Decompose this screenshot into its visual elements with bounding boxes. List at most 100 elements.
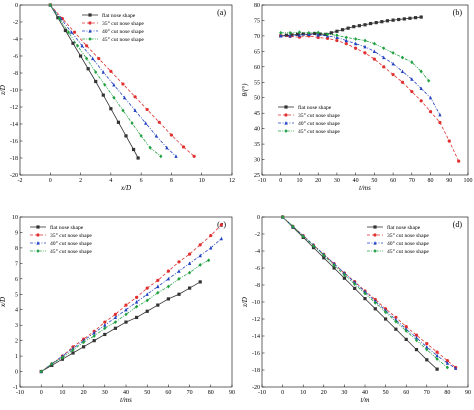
y-tick-label: 65 [254,49,260,55]
data-point [156,303,160,307]
data-point [410,89,414,94]
data-point [109,69,113,73]
data-point [372,57,376,61]
data-point [344,38,348,43]
series-line [40,259,209,372]
x-tick-label: -2 [18,178,23,184]
series-45-cut-nose-shape [39,258,211,374]
data-point [325,32,330,37]
data-point [397,17,401,22]
y-tick-label: -12 [252,317,260,323]
data-point [344,35,348,40]
y-tick-label: -16 [10,139,18,145]
data-point [427,78,431,83]
data-point [391,51,395,55]
x-tick-label: 20 [321,390,327,396]
data-point [373,307,377,311]
data-point [57,16,61,21]
data-point [410,77,414,81]
legend-entry: 45° cut nose shape [298,128,340,135]
series-line [282,216,456,368]
data-point [145,107,149,112]
data-point [373,300,377,305]
data-point [121,82,125,86]
legend-entry: 40° cut nose shape [50,240,92,247]
legend-entry: 40° cut nose shape [298,120,340,127]
x-tick-label: 70 [424,390,430,396]
x-tick-label: 30 [102,390,108,396]
legend-entry: flat nose shape [102,12,136,19]
data-point [133,108,137,112]
data-point [82,340,86,345]
data-point [131,147,136,152]
legend-entry: flat nose shape [298,104,332,111]
y-tick-label: 8 [15,246,18,252]
data-point [316,35,320,40]
x-tick-label: 0 [279,178,282,184]
data-point [414,335,419,340]
data-point [181,145,186,149]
data-point [363,23,367,27]
data-point [103,326,107,331]
data-point [438,112,442,117]
data-point [322,256,326,260]
data-point [428,95,433,100]
data-point [124,312,128,317]
data-point [145,298,149,303]
legend-marker [373,241,377,245]
data-point [145,286,149,290]
data-point [445,359,449,363]
data-point [322,253,326,258]
data-point [382,46,386,51]
y-tick-label: 80 [254,3,260,9]
data-point [101,93,105,97]
data-point [291,224,295,229]
y-tick-label: -14 [10,122,18,128]
data-point [48,3,52,7]
data-point [157,120,161,124]
data-point [288,30,292,35]
data-point [435,367,439,371]
data-point [435,357,439,361]
x-tick-label: 20 [81,390,87,396]
data-point [404,325,408,329]
data-point [145,292,149,296]
data-point [342,276,346,280]
data-point [198,253,202,258]
data-point [295,32,300,36]
y-axis-label: x/D [0,297,7,308]
data-point [346,26,350,30]
data-point [391,18,395,22]
data-point [69,30,74,34]
data-point [188,261,192,265]
series-flat-nose-shape [279,15,423,38]
y-tick-label: 5 [15,292,18,298]
y-tick-label: -6 [13,54,18,60]
panel-a: -2 0 2 4 6 8 10 120-2-4-6-8-10-12-14-16-18-20x/… [0,3,235,192]
data-point [92,339,96,343]
data-point [400,80,405,84]
y-tick-label: -8 [255,283,260,289]
data-point [219,223,223,227]
x-tick-label: 40 [123,390,129,396]
data-point [447,139,451,143]
data-point [352,25,356,29]
data-point [177,292,181,296]
x-tick-label: 0 [40,390,43,396]
data-point [419,99,423,103]
data-point [113,320,117,324]
data-point [279,33,283,38]
data-point [363,38,367,43]
legend-entry: flat nose shape [387,224,421,231]
data-point [78,54,83,58]
series-line [40,281,201,372]
series-45-cut-nose-shape [281,215,449,370]
x-tick-label: -10 [258,390,266,396]
data-point [318,32,322,36]
data-point [372,41,376,46]
data-point [438,120,442,125]
data-point [133,95,137,99]
